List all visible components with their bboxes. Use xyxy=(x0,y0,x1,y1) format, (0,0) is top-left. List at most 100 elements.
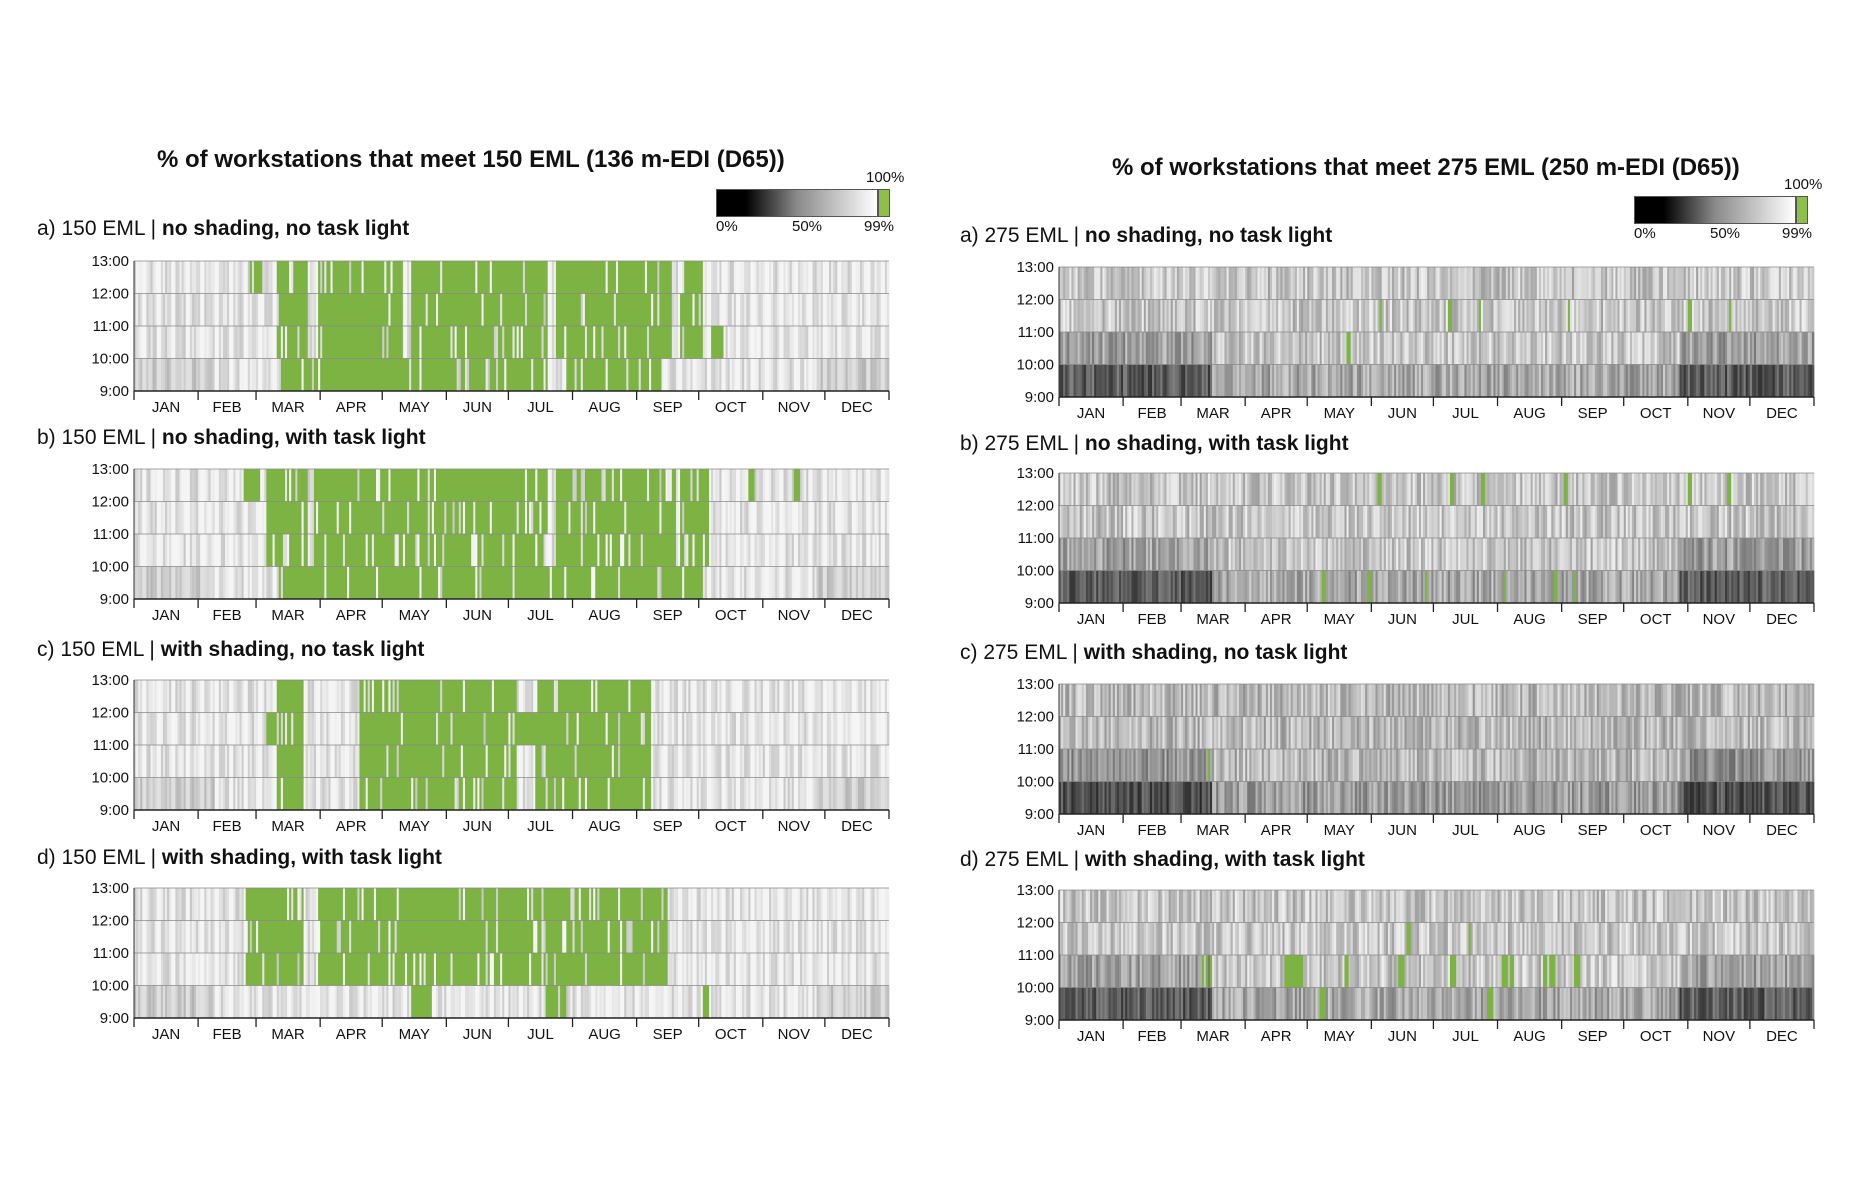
heatmap-cell xyxy=(481,566,484,599)
heatmap-cell xyxy=(444,358,447,391)
heatmap-cell xyxy=(187,745,191,778)
heatmap-cell xyxy=(475,358,478,391)
heatmap-cell xyxy=(653,293,656,326)
heatmap-cell xyxy=(874,326,877,359)
heatmap-cell xyxy=(804,534,807,567)
heatmap-cell xyxy=(601,358,604,391)
heatmap-cell xyxy=(307,920,311,953)
heatmap-cell xyxy=(814,469,817,502)
heatmap-cell xyxy=(709,680,712,713)
heatmap-cell xyxy=(357,745,360,778)
heatmap-cell xyxy=(527,777,530,810)
heatmap-cell xyxy=(179,920,182,953)
heatmap-cell xyxy=(231,469,234,502)
heatmap-cell xyxy=(245,261,249,294)
heatmap-cell xyxy=(487,566,491,599)
heatmap-cell xyxy=(636,326,640,359)
heatmap-cell xyxy=(311,358,315,391)
heatmap-cell xyxy=(185,745,189,778)
heatmap-cell xyxy=(134,293,137,326)
heatmap-cell xyxy=(626,745,629,778)
heatmap-cell xyxy=(864,888,867,921)
heatmap-cell xyxy=(225,777,228,810)
heatmap-cell xyxy=(553,501,557,534)
heatmap-cell xyxy=(467,358,470,391)
heatmap-cell xyxy=(816,469,820,502)
heatmap-cell xyxy=(787,680,791,713)
heatmap-cell xyxy=(698,534,702,567)
heatmap-cell xyxy=(305,261,309,294)
heatmap-cell xyxy=(249,326,253,359)
x-tick-label: FEB xyxy=(212,399,241,416)
heatmap-cell xyxy=(311,534,315,567)
heatmap-cell xyxy=(334,358,338,391)
heatmap-cell xyxy=(779,326,782,359)
heatmap-cell xyxy=(171,777,174,810)
heatmap-cell xyxy=(173,920,176,953)
heatmap-cell xyxy=(717,358,720,391)
heatmap-cell xyxy=(514,566,518,599)
heatmap-cell xyxy=(473,888,476,921)
heatmap-cell xyxy=(636,680,640,713)
heatmap-cell xyxy=(342,534,346,567)
heatmap-cell xyxy=(462,888,466,921)
heatmap-cell xyxy=(181,920,184,953)
heatmap-cell xyxy=(477,469,480,502)
heatmap-cell xyxy=(529,888,532,921)
heatmap-cell xyxy=(795,326,799,359)
heatmap-cell xyxy=(400,712,404,745)
heatmap-cell xyxy=(791,888,795,921)
heatmap-cell xyxy=(328,469,331,502)
heatmap-cell xyxy=(663,469,666,502)
heatmap-cell xyxy=(843,888,846,921)
heatmap-cell xyxy=(452,888,455,921)
heatmap-cell xyxy=(837,501,840,534)
heatmap-cell xyxy=(409,534,412,567)
heatmap-cell xyxy=(189,712,193,745)
heatmap-cell xyxy=(518,326,522,359)
heatmap-cell xyxy=(626,261,629,294)
heatmap-cell xyxy=(456,293,460,326)
heatmap-cell xyxy=(402,261,406,294)
heatmap-cell xyxy=(152,888,156,921)
heatmap-cell xyxy=(481,712,484,745)
heatmap-cell xyxy=(167,777,170,810)
heatmap-cell xyxy=(287,920,290,953)
heatmap-cell xyxy=(502,261,505,294)
heatmap-cell xyxy=(868,293,871,326)
heatmap-cell xyxy=(475,680,478,713)
heatmap-cell xyxy=(797,293,801,326)
heatmap-cell xyxy=(355,777,358,810)
heatmap-cell xyxy=(638,745,642,778)
heatmap-cell xyxy=(227,712,230,745)
heatmap-cell xyxy=(857,469,861,502)
heatmap-cell xyxy=(527,534,530,567)
heatmap-cell xyxy=(227,680,230,713)
heatmap-cell xyxy=(725,261,729,294)
heatmap-cell xyxy=(229,261,232,294)
heatmap-cell xyxy=(742,712,745,745)
heatmap-cell xyxy=(655,680,658,713)
heatmap-cell xyxy=(733,712,737,745)
x-tick-label: MAR xyxy=(271,607,305,624)
heatmap-cell xyxy=(173,326,176,359)
heatmap-cell xyxy=(835,293,838,326)
heatmap-cell xyxy=(256,261,259,294)
heatmap-cell xyxy=(611,888,615,921)
x-tick-label: MAY xyxy=(399,818,430,835)
heatmap-cell xyxy=(537,293,540,326)
heatmap-cell xyxy=(709,261,712,294)
heatmap-cell xyxy=(264,745,267,778)
heatmap-cell xyxy=(746,326,749,359)
heatmap-cell xyxy=(216,680,220,713)
heatmap-cell xyxy=(599,358,602,391)
heatmap-cell xyxy=(404,293,408,326)
heatmap-cell xyxy=(744,888,747,921)
heatmap-cell xyxy=(810,745,813,778)
heatmap-cell xyxy=(560,745,563,778)
heatmap-cell xyxy=(518,777,522,810)
heatmap-cell xyxy=(332,261,335,294)
heatmap-cell xyxy=(160,712,164,745)
heatmap-cell xyxy=(781,469,784,502)
heatmap-cell xyxy=(344,534,348,567)
